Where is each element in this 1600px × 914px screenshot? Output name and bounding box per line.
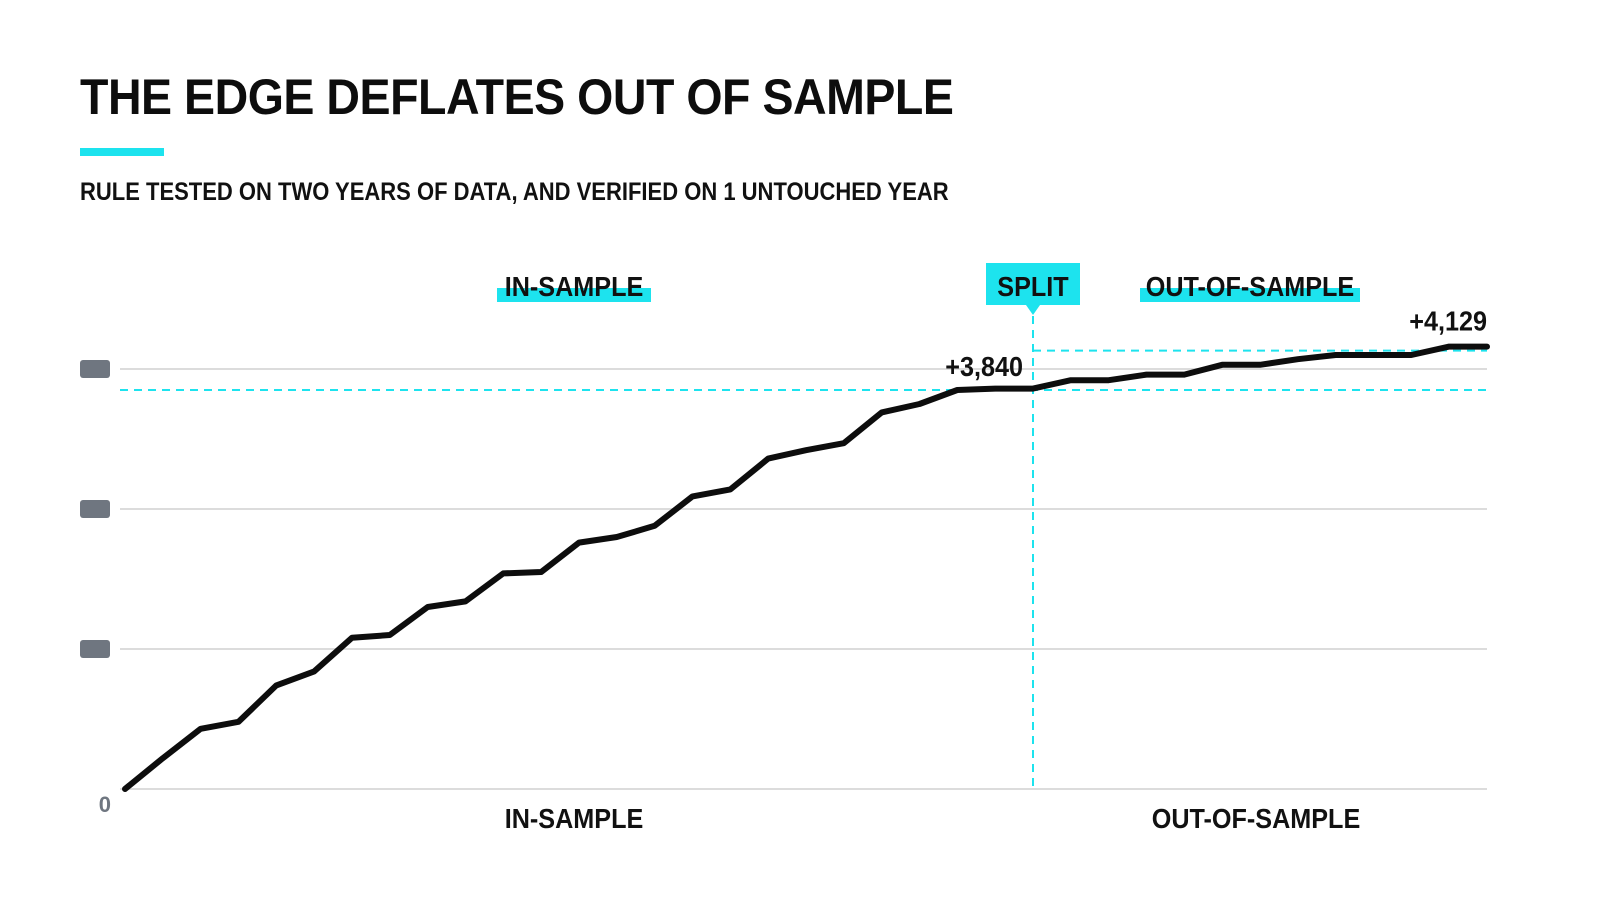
y-tick-chip-1 (80, 640, 110, 658)
annotations: +3,840 +4,129 (945, 305, 1487, 382)
y-tick-chip-3 (80, 360, 110, 378)
gridlines (120, 368, 1487, 790)
region-labels: IN-SAMPLE SPLIT OUT-OF-SAMPLE IN-SAMPLE OUT-… (497, 263, 1360, 834)
in-sample-highlight (497, 288, 651, 302)
region-label-out-of-sample-top: OUT-OF-SAMPLE (1146, 271, 1355, 303)
reference-lines (120, 316, 1487, 789)
annotation-out-of-sample-end: +4,129 (1409, 305, 1487, 337)
annotation-in-sample-end: +3,840 (945, 351, 1023, 383)
y-tick-label-zero: 0 (99, 792, 111, 817)
out-of-sample-highlight (1140, 288, 1360, 302)
equity-curve-line (122, 343, 1490, 792)
region-label-in-sample-bottom: IN-SAMPLE (505, 803, 644, 835)
region-label-out-of-sample-bottom: OUT-OF-SAMPLE (1152, 803, 1361, 835)
split-badge (986, 263, 1080, 305)
chart-title: THE EDGE DEFLATES OUT OF SAMPLE (80, 69, 954, 125)
chart-subtitle: RULE TESTED ON TWO YEARS OF DATA, AND VE… (80, 178, 949, 206)
y-tick-chips (80, 360, 110, 658)
region-label-split: SPLIT (997, 271, 1068, 303)
split-badge-pointer (1026, 305, 1040, 315)
series-line (122, 343, 1490, 792)
title-accent-bar (80, 148, 164, 156)
region-label-in-sample-top: IN-SAMPLE (505, 271, 644, 303)
y-tick-chip-2 (80, 500, 110, 518)
